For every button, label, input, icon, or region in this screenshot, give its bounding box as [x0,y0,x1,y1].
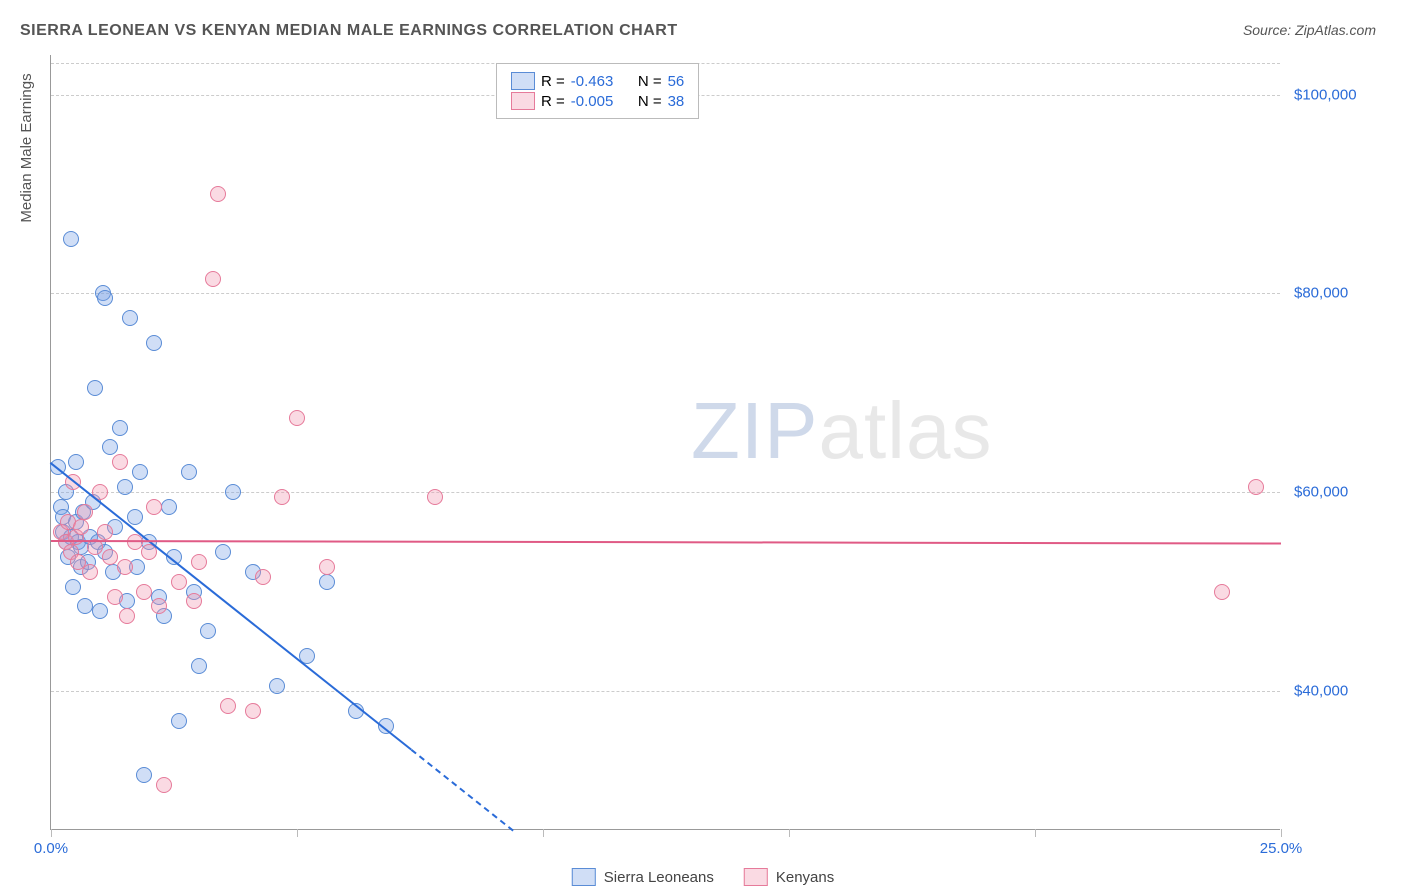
x-tick-label: 25.0% [1260,840,1303,857]
scatter-point [77,504,93,520]
legend-item-sierra-leoneans: Sierra Leoneans [572,868,714,886]
y-tick-label: $60,000 [1294,484,1348,501]
scatter-point [63,231,79,247]
trend-line [410,749,513,831]
scatter-point [225,484,241,500]
scatter-point [102,549,118,565]
watermark-zip: ZIP [691,386,818,475]
scatter-point [215,544,231,560]
scatter-point [161,499,177,515]
n-value: 38 [668,93,685,110]
watermark: ZIPatlas [691,385,992,477]
scatter-point [1248,479,1264,495]
scatter-point [117,479,133,495]
scatter-point [319,559,335,575]
scatter-point [274,489,290,505]
stats-legend-row: R = -0.463 N = 56 [511,72,684,90]
scatter-point [136,767,152,783]
scatter-point [92,603,108,619]
x-tick-mark [1035,829,1036,837]
x-tick-mark [51,829,52,837]
y-tick-label: $80,000 [1294,285,1348,302]
source-name: ZipAtlas.com [1295,22,1376,38]
legend-swatch-blue [572,868,596,886]
r-value: -0.463 [571,73,614,90]
scatter-point [1214,584,1230,600]
scatter-point [205,271,221,287]
n-label: N = [638,93,662,110]
scatter-point [269,678,285,694]
scatter-point [200,623,216,639]
r-label: R = [541,73,565,90]
x-tick-mark [543,829,544,837]
scatter-point [186,593,202,609]
scatter-point [132,464,148,480]
stats-legend: R = -0.463 N = 56 R = -0.005 N = 38 [496,63,699,119]
scatter-point [245,703,261,719]
scatter-point [77,598,93,614]
legend-label: Kenyans [776,869,834,886]
trend-line [51,540,1281,544]
scatter-point [146,499,162,515]
scatter-point [73,519,89,535]
source-attribution: Source: ZipAtlas.com [1243,22,1376,38]
scatter-point [112,454,128,470]
legend-swatch [511,72,535,90]
scatter-point [151,598,167,614]
y-axis-title: Median Male Earnings [18,0,38,536]
scatter-point [210,186,226,202]
scatter-point [97,290,113,306]
scatter-plot-area: ZIPatlas $40,000$60,000$80,000$100,0000.… [50,55,1280,830]
scatter-point [127,509,143,525]
scatter-point [122,310,138,326]
legend-item-kenyans: Kenyans [744,868,834,886]
scatter-point [319,574,335,590]
source-prefix: Source: [1243,22,1295,38]
x-tick-label: 0.0% [34,840,68,857]
scatter-point [171,713,187,729]
y-tick-label: $100,000 [1294,86,1357,103]
r-value: -0.005 [571,93,614,110]
scatter-point [87,380,103,396]
gridline-horizontal [51,691,1280,692]
legend-label: Sierra Leoneans [604,869,714,886]
scatter-point [191,554,207,570]
scatter-point [107,589,123,605]
scatter-point [119,608,135,624]
y-tick-label: $40,000 [1294,682,1348,699]
scatter-point [191,658,207,674]
scatter-point [146,335,162,351]
scatter-point [102,439,118,455]
n-value: 56 [668,73,685,90]
legend-swatch-pink [744,868,768,886]
stats-legend-row: R = -0.005 N = 38 [511,92,684,110]
watermark-atlas: atlas [818,386,992,475]
scatter-point [171,574,187,590]
scatter-point [156,777,172,793]
scatter-point [117,559,133,575]
scatter-point [427,489,443,505]
chart-title: SIERRA LEONEAN VS KENYAN MEDIAN MALE EAR… [20,22,678,40]
n-label: N = [638,73,662,90]
scatter-point [82,564,98,580]
series-legend: Sierra Leoneans Kenyans [572,868,834,886]
x-tick-mark [1281,829,1282,837]
scatter-point [68,454,84,470]
scatter-point [255,569,271,585]
scatter-point [65,579,81,595]
scatter-point [136,584,152,600]
x-tick-mark [297,829,298,837]
scatter-point [220,698,236,714]
scatter-point [97,524,113,540]
scatter-point [181,464,197,480]
r-label: R = [541,93,565,110]
scatter-point [289,410,305,426]
gridline-horizontal [51,293,1280,294]
legend-swatch [511,92,535,110]
scatter-point [112,420,128,436]
x-tick-mark [789,829,790,837]
